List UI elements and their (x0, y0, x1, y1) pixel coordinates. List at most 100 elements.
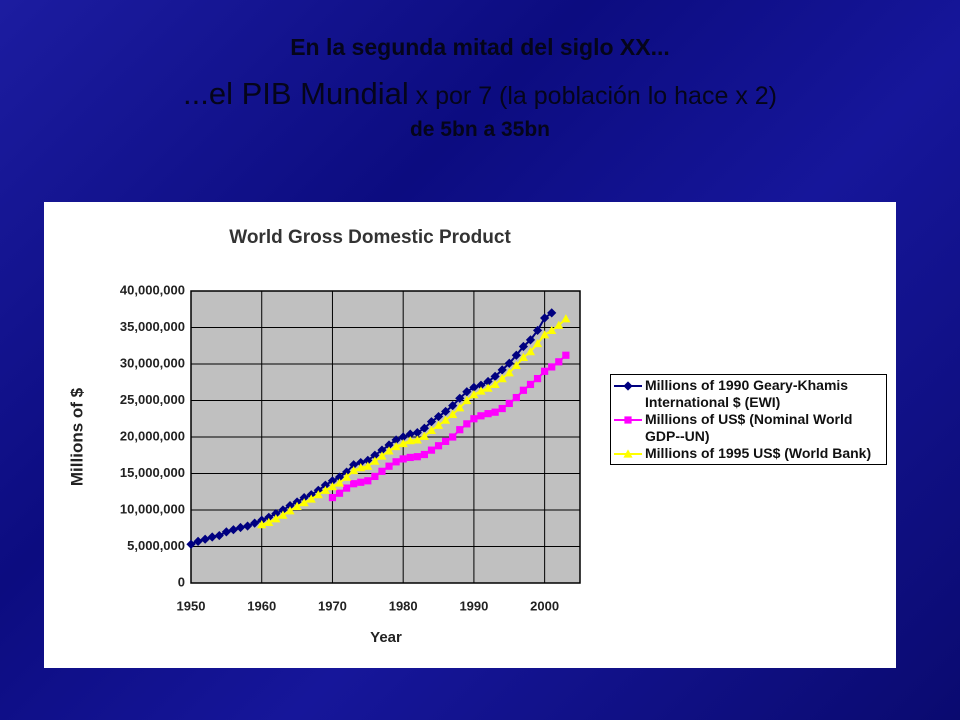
marker (200, 534, 210, 544)
x-tick-label: 1950 (177, 598, 206, 613)
y-tick-label: 5,000,000 (127, 538, 185, 553)
marker (456, 426, 464, 434)
chart-box: World Gross Domestic Product Year Millio… (44, 202, 896, 668)
marker (462, 395, 472, 405)
marker (235, 522, 246, 533)
y-tick-label: 0 (178, 574, 185, 589)
chart: World Gross Domestic Product Year Millio… (67, 227, 581, 646)
x-tick-label: 1960 (247, 598, 276, 613)
marker (320, 480, 330, 490)
series-line (190, 312, 553, 546)
marker (371, 472, 379, 481)
marker (398, 432, 408, 442)
marker (327, 482, 338, 491)
marker (186, 539, 196, 549)
marker (334, 472, 345, 482)
marker (483, 383, 493, 392)
marker (257, 520, 267, 529)
x-tick-label: 1970 (318, 598, 347, 613)
marker (433, 411, 444, 422)
marker (540, 313, 550, 323)
marker (504, 368, 514, 377)
marker (498, 404, 506, 413)
marker (370, 456, 380, 465)
x-tick-label: 2000 (530, 598, 559, 613)
marker (420, 450, 428, 459)
marker (350, 480, 358, 488)
marker (419, 423, 429, 433)
y-tick-label: 25,000,000 (120, 392, 185, 407)
marker (526, 380, 535, 389)
marker (511, 350, 521, 360)
marker (221, 527, 231, 537)
marker (455, 393, 465, 403)
marker (477, 412, 485, 420)
marker (540, 330, 550, 339)
marker (377, 451, 387, 460)
marker (504, 358, 514, 368)
marker (313, 490, 323, 499)
marker (214, 530, 224, 541)
marker (555, 358, 563, 366)
y-tick-label: 15,000,000 (120, 465, 185, 480)
marker (335, 489, 344, 497)
marker (399, 455, 407, 463)
marker (320, 485, 330, 494)
marker (357, 478, 365, 486)
x-tick-label: 1980 (389, 598, 418, 613)
legend-label: Millions of 1995 US$ (World Bank) (645, 445, 872, 461)
marker (385, 462, 393, 470)
marker (448, 409, 458, 418)
legend-symbol (614, 449, 642, 458)
marker (441, 406, 451, 417)
marker (547, 325, 557, 335)
marker (285, 501, 295, 511)
marker (343, 484, 351, 492)
x-axis-label: Year (370, 629, 402, 646)
marker (511, 360, 521, 370)
marker (207, 532, 217, 542)
marker (370, 450, 380, 460)
marker (484, 410, 492, 418)
marker (419, 431, 429, 440)
legend-item: Millions of US$ (Nominal World GDP--UN) (611, 411, 886, 445)
marker (193, 536, 203, 546)
legend-label: Millions of US$ (Nominal World GDP--UN) (645, 411, 853, 444)
marker (405, 436, 415, 445)
slide-title: ...el PIB Mundial x por 7 (la población … (0, 76, 960, 112)
marker (441, 415, 451, 424)
marker (364, 477, 372, 485)
marker (349, 460, 359, 470)
marker (328, 493, 337, 502)
marker (292, 501, 302, 510)
marker (532, 338, 543, 348)
y-tick-label: 35,000,000 (120, 319, 185, 334)
marker (623, 381, 633, 391)
marker (433, 420, 444, 429)
slide-title-big: ...el PIB Mundial (183, 76, 409, 111)
marker (442, 437, 450, 445)
marker (285, 506, 295, 515)
marker (398, 438, 408, 448)
marker (271, 514, 281, 523)
x-tick-label: 1990 (459, 598, 488, 613)
marker (384, 446, 394, 455)
slide-subtitle: de 5bn a 35bn (409, 118, 551, 141)
marker (342, 472, 352, 481)
marker (413, 453, 421, 461)
marker (334, 478, 345, 487)
marker (518, 341, 529, 352)
marker (469, 390, 479, 399)
marker (525, 346, 536, 356)
marker (463, 420, 471, 428)
marker (228, 525, 239, 535)
marker (434, 442, 443, 450)
marker (525, 335, 536, 345)
slide-title-small: x por 7 (la población lo hace x 2) (415, 82, 777, 110)
marker (532, 325, 543, 336)
marker (406, 453, 414, 462)
marker (412, 435, 422, 444)
marker (264, 512, 274, 522)
legend-symbol (614, 381, 642, 391)
marker (491, 408, 499, 416)
